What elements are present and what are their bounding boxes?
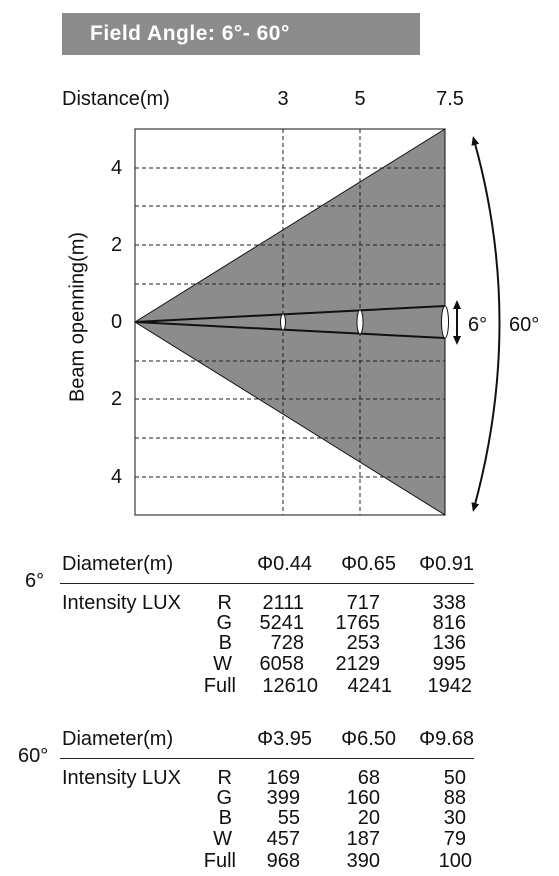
lux-value: 728: [270, 632, 304, 654]
diameter-3m: Φ3.95: [257, 728, 312, 750]
narrow-angle-label: 6°: [468, 314, 488, 336]
beam-tick-bottom-2: 2: [111, 388, 123, 410]
lux-value: 88: [443, 787, 466, 809]
lux-value: 20: [357, 807, 380, 829]
lux-value: 55: [277, 807, 300, 829]
lux-value: 1765: [335, 612, 381, 634]
lux-value: 68: [357, 767, 380, 789]
channel-label: B: [218, 807, 232, 829]
lux-value: 253: [346, 632, 380, 654]
channel-label: B: [218, 632, 232, 654]
lux-value: 160: [346, 787, 380, 809]
beam-tick-top-2: 2: [111, 234, 123, 256]
wide-angle-arc-arrow: [471, 136, 501, 512]
distance-axis-label: Distance(m): [62, 88, 170, 110]
wide-angle-label: 60°: [509, 314, 540, 336]
beam-section-3m: [280, 313, 286, 331]
beam-axis-label: Beam openning(m): [66, 231, 89, 403]
channel-label: G: [216, 787, 232, 809]
intensity-label: Intensity LUX: [62, 767, 181, 789]
lux-value: 2111: [262, 592, 304, 614]
table-divider: [60, 758, 474, 759]
lux-value: 79: [443, 828, 466, 850]
beam-section-5m: [356, 309, 364, 335]
diameter-5m: Φ6.50: [341, 728, 396, 750]
lux-value: 2129: [335, 653, 381, 675]
diameter-3m: Φ0.44: [257, 553, 312, 575]
beam-tick-0: 0: [111, 311, 123, 333]
distance-tick-3: 3: [277, 88, 289, 110]
channel-label: R: [217, 592, 232, 614]
channel-label: G: [216, 612, 232, 634]
diameter-label: Diameter(m): [62, 553, 174, 575]
distance-tick-5: 5: [354, 88, 366, 110]
lux-value: 995: [432, 653, 466, 675]
lux-value: 50: [443, 767, 466, 789]
channel-label: Full: [203, 675, 236, 697]
beam-tick-top-4: 4: [111, 157, 123, 179]
channel-label: R: [217, 767, 232, 789]
diameter-label: Diameter(m): [62, 728, 174, 750]
lux-value: 968: [266, 850, 300, 872]
lux-value: 100: [438, 850, 472, 872]
lux-value: 717: [346, 592, 380, 614]
lux-value: 816: [432, 612, 466, 634]
diameter-5m: Φ0.65: [341, 553, 396, 575]
distance-tick-7_5: 7.5: [436, 88, 464, 110]
lux-value: 6058: [259, 653, 305, 675]
channel-label: W: [213, 828, 232, 850]
table-divider: [60, 583, 474, 584]
diameter-7_5m: Φ0.91: [419, 553, 474, 575]
lux-value: 12610: [262, 675, 318, 697]
lux-value: 399: [266, 787, 300, 809]
beam-tick-bottom-4: 4: [111, 466, 123, 488]
intensity-label: Intensity LUX: [62, 592, 181, 614]
lux-value: 5241: [259, 612, 305, 634]
diameter-7_5m: Φ9.68: [419, 728, 474, 750]
channel-label: Full: [203, 850, 236, 872]
lux-value: 187: [346, 828, 380, 850]
lux-value: 1942: [427, 675, 473, 697]
field-angle-banner: Field Angle: 6°- 60°: [62, 13, 420, 55]
horizontal-gridlines: [135, 167, 445, 478]
channel-label: W: [213, 653, 232, 675]
lux-value: 390: [346, 850, 380, 872]
table-angle-label: 6°: [25, 570, 45, 592]
beam-section-7_5m: [441, 305, 449, 339]
lux-value: 169: [266, 767, 300, 789]
lux-value: 457: [266, 828, 300, 850]
lux-value: 338: [432, 592, 466, 614]
table-angle-label: 60°: [18, 745, 49, 767]
lux-value: 30: [443, 807, 466, 829]
lux-value: 136: [432, 632, 466, 654]
narrow-beam-lines: [134, 305, 446, 339]
beam-diagram: [134, 128, 501, 516]
lux-value: 4241: [347, 675, 393, 697]
